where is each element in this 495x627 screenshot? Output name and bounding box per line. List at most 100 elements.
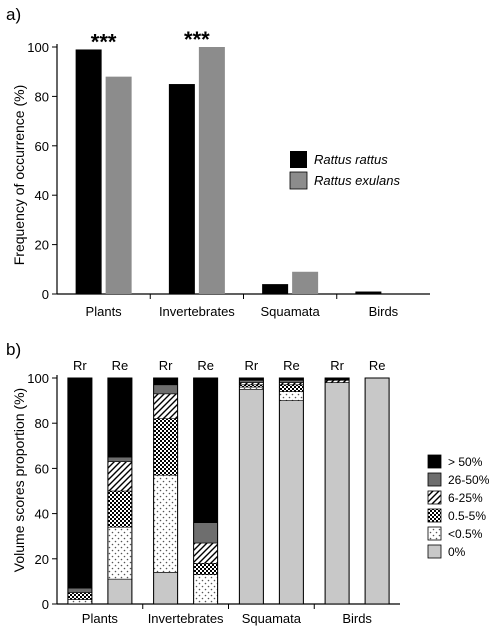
- significance-annotation-plants: ***: [91, 29, 117, 54]
- segment-re-squamata-6-25: [279, 382, 304, 386]
- legend-swatch-0-5-5: [427, 508, 442, 523]
- segment-rr-plants-0-5-5: [67, 592, 93, 600]
- bar-label-re-invertebrates: Re: [197, 358, 214, 373]
- significance-annotation-invertebrates: ***: [184, 27, 210, 52]
- segment-rr-squamata-0-5-5: [239, 384, 264, 388]
- segment-re-squamata-0: [279, 400, 304, 605]
- panel-a-label: a): [6, 5, 21, 24]
- segment-rr-squamata-26-50: [239, 379, 264, 383]
- legend-swatch-rattus-rattus: [290, 151, 307, 168]
- segment-re-invertebrates-26-50: [193, 522, 218, 544]
- bar-rattus-rattus-birds: [355, 291, 382, 294]
- bar-outline-re-plants: [107, 377, 133, 605]
- x-tick-label-squamata: Squamata: [260, 304, 320, 319]
- segment-rr-squamata-6-25: [239, 382, 264, 386]
- panel-b-bars: [67, 377, 390, 605]
- panel-b-ylabel: Volume scores proportion (%): [11, 388, 27, 572]
- y-tick-label: 100: [27, 40, 49, 55]
- bar-rattus-rattus-squamata: [262, 284, 289, 294]
- panel-a-legend: Rattus rattus Rattus exulans: [289, 151, 400, 190]
- legend-swatch-0-5: [427, 526, 442, 541]
- segment-rr-birds-6-25: [324, 379, 350, 383]
- bar-outline-rr-squamata: [238, 377, 264, 605]
- segment-rr-plants-0-5: [67, 599, 93, 605]
- segment-rr-invertebrates-0-5-5: [153, 418, 178, 476]
- y-tick-label: 20: [35, 238, 49, 253]
- segment-re-squamata-0-5-5: [279, 384, 304, 392]
- bar-label-re-squamata: Re: [283, 358, 300, 373]
- legend-swatch-0: [427, 544, 442, 559]
- y-tick-label: 0: [42, 287, 49, 302]
- segment-re-squamata-26-50: [279, 379, 304, 383]
- y-tick-label: 40: [35, 507, 49, 522]
- x-tick-label-invertebrates: Invertebrates: [148, 611, 224, 626]
- segment-rr-invertebrates-0: [153, 572, 178, 605]
- y-tick-label: 80: [35, 416, 49, 431]
- x-tick-label-birds: Birds: [342, 611, 372, 626]
- bar-label-re-birds: Re: [369, 358, 386, 373]
- segment-re-invertebrates-0-5: [193, 574, 218, 605]
- segment-rr-invertebrates-26-50: [153, 384, 178, 395]
- legend-swatch-rattus-exulans: [289, 171, 308, 190]
- segment-re-invertebrates-6-25: [193, 542, 218, 564]
- x-tick-label-birds: Birds: [369, 304, 399, 319]
- bar-outline-rr-plants: [67, 377, 93, 605]
- x-tick-label-squamata: Squamata: [242, 611, 302, 626]
- legend-label-26-50: 26-50%: [448, 473, 490, 487]
- segment-rr-invertebrates-0-5: [153, 474, 178, 573]
- x-tick-label-invertebrates: Invertebrates: [159, 304, 235, 319]
- bar-label-rr-birds: Rr: [330, 358, 344, 373]
- segment-re-plants-26-50: [107, 456, 133, 462]
- panel-a-bars: [75, 47, 382, 294]
- segment-re-invertebrates-0-5-5: [193, 563, 218, 575]
- x-tick-label-plants: Plants: [82, 611, 119, 626]
- y-tick-label: 60: [35, 461, 49, 476]
- panel-a-ylabel: Frequency of occurrence (%): [11, 85, 27, 266]
- y-tick-label: 60: [35, 139, 49, 154]
- legend-swatch-50: [427, 454, 442, 469]
- legend-label-6-25: 6-25%: [448, 491, 483, 505]
- bar-label-rr-invertebrates: Rr: [159, 358, 173, 373]
- segment-re-birds-0: [364, 377, 390, 605]
- panel-b-label: b): [6, 340, 21, 359]
- legend-swatch-26-50: [427, 472, 442, 487]
- y-tick-label: 80: [35, 89, 49, 104]
- segment-re-invertebrates-50: [193, 377, 218, 523]
- panel-a-labels: Plants Invertebrates Squamata Birds *** ***: [86, 27, 399, 319]
- panel-b: b) Volume scores proportion (%) 0 20 40 60 8…: [6, 340, 490, 626]
- segment-rr-squamata-0-5: [239, 386, 264, 390]
- bar-rattus-rattus-plants: [75, 49, 102, 294]
- segment-re-plants-0-5-5: [107, 490, 133, 528]
- segment-rr-invertebrates-6-25: [153, 393, 178, 419]
- bar-label-rr-plants: Rr: [73, 358, 87, 373]
- legend-label-rattus-rattus: Rattus rattus: [314, 152, 388, 167]
- legend-label-0-5: <0.5%: [448, 527, 483, 541]
- bar-rattus-rattus-invertebrates: [168, 84, 195, 294]
- panel-b-legend: > 50% 26-50% 6-25% 0.5-5% <0.5% 0%: [427, 454, 490, 559]
- bar-outline-re-squamata: [278, 377, 304, 605]
- segment-rr-plants-26-50: [67, 587, 93, 593]
- segment-re-plants-0-5: [107, 526, 133, 580]
- legend-swatch-6-25: [427, 490, 442, 505]
- bar-label-re-plants: Re: [112, 358, 129, 373]
- legend-label-rattus-exulans: Rattus exulans: [314, 173, 400, 188]
- panel-b-labels: Plants Invertebrates Squamata Birds Rr Re Rr Re…: [73, 358, 385, 626]
- y-tick-label: 20: [35, 552, 49, 567]
- bar-outline-rr-birds: [324, 377, 350, 605]
- bar-outline-re-invertebrates: [193, 377, 219, 605]
- legend-label-0-5-5: 0.5-5%: [448, 509, 486, 523]
- y-tick-label: 40: [35, 188, 49, 203]
- bar-outline-rr-invertebrates: [153, 377, 179, 605]
- segment-rr-invertebrates-50: [153, 377, 178, 386]
- segment-rr-plants-50: [67, 377, 93, 589]
- segment-re-squamata-0-5: [279, 391, 304, 401]
- panel-a: a) Frequency of occurrence (%) 0 20 40 60 80…: [6, 5, 430, 319]
- segment-re-plants-6-25: [107, 461, 133, 492]
- bar-outline-re-birds: [364, 377, 390, 605]
- bar-rattus-exulans-squamata: [292, 271, 319, 294]
- segment-rr-birds-0: [324, 382, 350, 605]
- segment-re-plants-0: [107, 578, 133, 605]
- y-tick-label: 0: [42, 597, 49, 612]
- segment-re-plants-50: [107, 377, 133, 458]
